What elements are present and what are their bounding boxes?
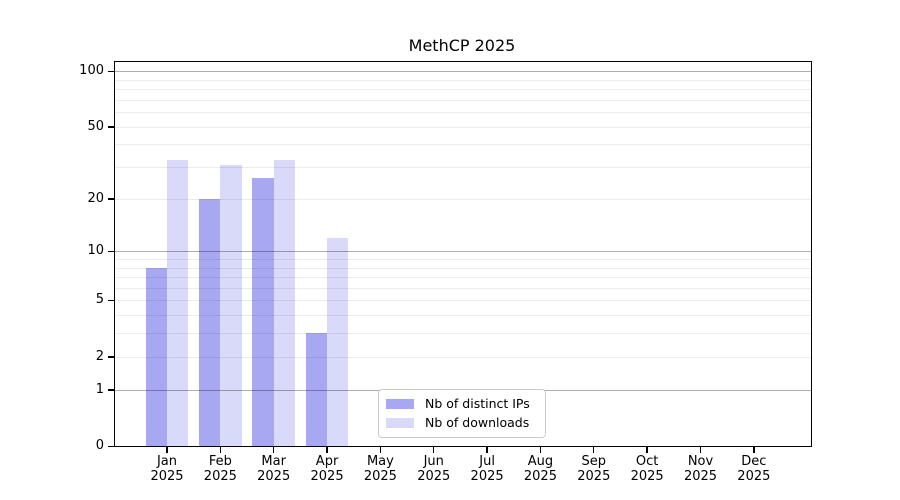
y-tick-label-0: 0: [95, 438, 104, 453]
gridline-major-10: [115, 251, 811, 253]
bar-distinct-ips-mar: [252, 178, 274, 446]
x-tick-jun: [433, 447, 435, 453]
x-tick-label-jun: Jun 2025: [417, 454, 451, 484]
x-tick-nov: [699, 447, 702, 453]
y-tick-label-50: 50: [87, 118, 104, 134]
y-tick-label-2: 2: [95, 348, 104, 364]
y-tick-1: [108, 389, 114, 391]
x-tick-mar: [273, 447, 275, 453]
gridline-minor-7: [115, 277, 811, 279]
gridline-minor-50: [115, 126, 811, 128]
y-tick-50: [108, 126, 114, 128]
gridline-minor-6: [115, 287, 811, 289]
legend-label-downloads: Nb of downloads: [425, 414, 530, 430]
gridline-minor-80: [115, 89, 811, 91]
x-tick-label-dec: Dec 2025: [737, 454, 771, 484]
legend-item-downloads: Nb of downloads: [386, 414, 539, 432]
x-tick-jul: [486, 447, 488, 453]
gridline-minor-90: [115, 79, 811, 81]
legend-label-distinct-ips: Nb of distinct IPs: [425, 396, 530, 412]
y-tick-10: [108, 250, 114, 253]
y-tick-label-5: 5: [95, 292, 104, 308]
chart-title: MethCP 2025: [408, 36, 516, 55]
x-tick-label-may: May 2025: [363, 454, 397, 484]
y-tick-label-10: 10: [87, 243, 104, 259]
gridline-minor-2: [115, 356, 811, 358]
bar-downloads-mar: [273, 159, 295, 446]
x-tick-dec: [753, 447, 755, 453]
gridline-minor-40: [115, 144, 811, 146]
x-tick-label-jul: Jul 2025: [470, 454, 504, 484]
bar-downloads-jan: [167, 159, 189, 446]
plot-area: 0 1 2 5 10 20 50 100 Jan 2025 Feb 2025 Mar 2025 Ap…: [79, 61, 812, 484]
x-tick-label-aug: Aug 2025: [523, 454, 557, 484]
gridline-minor-20: [115, 198, 811, 200]
x-tick-jan: [166, 447, 168, 453]
legend: Nb of distinct IPs Nb of downloads: [378, 389, 546, 438]
bar-downloads-feb: [220, 164, 242, 446]
x-tick-feb: [219, 447, 222, 453]
y-tick-20: [108, 198, 114, 200]
gridline-major-100: [115, 71, 811, 73]
bar-distinct-ips-jan: [145, 267, 167, 446]
y-tick-0: [108, 445, 114, 447]
x-tick-label-mar: Mar 2025: [257, 454, 291, 484]
x-tick-label-jan: Jan 2025: [150, 454, 184, 484]
bar-distinct-ips-apr: [305, 333, 328, 446]
y-tick-100: [108, 70, 114, 73]
x-tick-sep: [593, 447, 595, 453]
legend-swatch-distinct-ips: [386, 399, 414, 410]
gridline-minor-70: [115, 99, 811, 101]
x-tick-apr: [326, 447, 328, 453]
gridline-minor-8: [115, 267, 811, 269]
bar-distinct-ips-feb: [199, 198, 221, 446]
x-tick-label-sep: Sep 2025: [577, 454, 611, 484]
y-tick-2: [108, 356, 114, 358]
legend-item-distinct-ips: Nb of distinct IPs: [386, 395, 539, 413]
bar-downloads-apr: [327, 237, 349, 446]
x-tick-label-feb: Feb 2025: [203, 454, 237, 484]
gridline-minor-60: [115, 112, 811, 114]
x-tick-label-nov: Nov 2025: [683, 454, 718, 484]
x-tick-oct: [646, 447, 648, 453]
gridline-minor-9: [115, 259, 811, 260]
y-tick-5: [108, 299, 114, 302]
y-tick-label-20: 20: [87, 190, 104, 206]
gridline-minor-5: [115, 300, 811, 302]
gridline-minor-3: [115, 333, 811, 335]
y-tick-label-100: 100: [79, 63, 104, 79]
y-tick-label-1: 1: [95, 381, 104, 397]
legend-swatch-downloads: [386, 417, 414, 428]
gridline-minor-4: [115, 315, 811, 317]
x-tick-may: [379, 447, 382, 453]
x-tick-label-apr: Apr 2025: [310, 454, 344, 484]
x-tick-aug: [539, 447, 542, 453]
gridline-minor-30: [115, 167, 811, 169]
x-tick-label-oct: Oct 2025: [630, 454, 664, 484]
